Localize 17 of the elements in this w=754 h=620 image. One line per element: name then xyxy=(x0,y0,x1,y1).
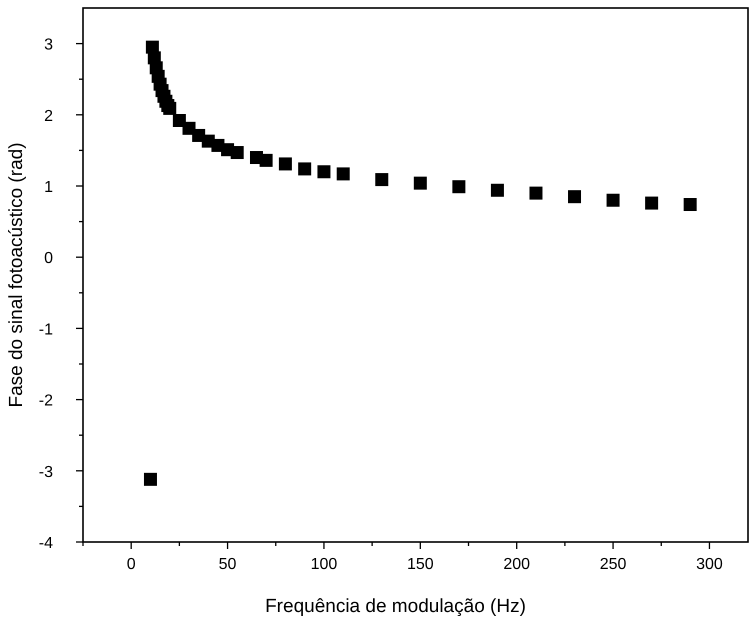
x-tick-label: 250 xyxy=(600,556,627,573)
y-tick-label: 2 xyxy=(44,108,54,125)
y-tick-label: -1 xyxy=(38,321,54,338)
y-tick-label: -3 xyxy=(38,464,54,481)
x-tick-label: 0 xyxy=(126,556,136,573)
y-axis-title: Fase do sinal fotoacústico (rad) xyxy=(6,142,27,408)
x-tick-label: 100 xyxy=(310,556,338,573)
x-tick-label: 150 xyxy=(406,556,434,573)
x-tick-label: 300 xyxy=(696,556,723,573)
y-tick-label: 3 xyxy=(44,36,54,54)
x-tick-label: 50 xyxy=(218,556,237,573)
y-tick-label: -2 xyxy=(38,392,54,410)
y-tick-label: -4 xyxy=(38,535,54,552)
y-tick-label: 0 xyxy=(44,250,54,268)
x-axis-title: Frequência de modulação (Hz) xyxy=(265,596,526,617)
x-tick-label: 200 xyxy=(503,556,530,573)
y-tick-label: 1 xyxy=(44,179,54,196)
